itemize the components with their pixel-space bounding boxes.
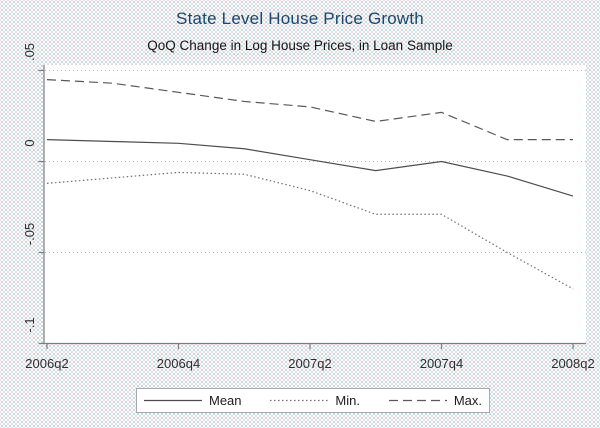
legend-label-min: Min. — [335, 393, 360, 408]
legend-item-min: Min. — [270, 393, 360, 408]
y-tick-label: 0 — [22, 138, 37, 147]
series-line-max — [46, 79, 573, 141]
x-tick-label: 2006q2 — [25, 356, 69, 371]
legend-item-mean: Mean — [144, 393, 242, 408]
mean-line-sample-icon — [144, 398, 202, 403]
series-line-min — [46, 171, 574, 290]
series-line-mean — [46, 139, 574, 197]
legend-label-mean: Mean — [209, 393, 242, 408]
max-line-sample-icon — [388, 398, 447, 403]
legend-label-max: Max. — [453, 393, 482, 408]
y-tick-label: -.1 — [22, 316, 37, 333]
x-tick-label: 2006q4 — [156, 356, 201, 371]
min-line-sample-icon — [270, 398, 329, 403]
y-tick-label: -.05 — [22, 222, 37, 245]
chart-title: State Level House Price Growth — [176, 9, 424, 28]
x-tick-label: 2008q2 — [551, 356, 595, 371]
chart-subtitle: QoQ Change in Log House Prices, in Loan … — [147, 38, 453, 53]
legend-item-max: Max. — [388, 393, 482, 408]
y-tick-label: .05 — [22, 42, 37, 61]
plot-area — [44, 65, 586, 344]
x-tick-label: 2007q4 — [419, 356, 464, 371]
x-tick-label: 2007q2 — [288, 356, 332, 371]
legend-box: Mean Min. Max. — [136, 388, 490, 413]
